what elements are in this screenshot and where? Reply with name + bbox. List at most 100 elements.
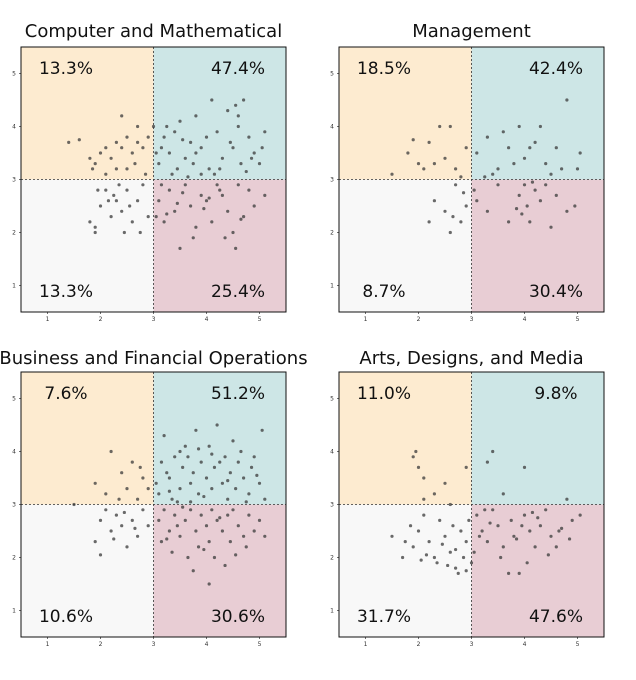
data-point: [456, 571, 460, 576]
data-point: [522, 465, 527, 469]
data-point: [196, 545, 201, 549]
data-point: [533, 188, 537, 192]
data-point: [432, 162, 436, 166]
y-tick-label: 2: [330, 230, 334, 237]
data-point: [228, 471, 232, 475]
data-point: [477, 534, 482, 538]
data-point: [464, 146, 468, 150]
quadrant-percent-bottom-left: 31.7%: [357, 607, 411, 627]
data-point: [199, 146, 203, 150]
data-point: [538, 124, 543, 129]
data-point: [215, 423, 219, 427]
quadrant-bottom-right: [471, 179, 604, 312]
data-point: [252, 529, 256, 533]
data-point: [181, 465, 185, 469]
data-point: [122, 510, 126, 515]
data-point: [226, 479, 230, 483]
data-point: [491, 172, 495, 176]
data-point: [226, 497, 230, 501]
data-point: [242, 534, 246, 538]
data-point: [252, 204, 256, 208]
data-point: [485, 209, 489, 213]
data-point: [186, 455, 190, 459]
data-point: [207, 196, 211, 200]
data-point: [183, 156, 187, 160]
data-point: [244, 545, 248, 549]
data-point: [157, 518, 161, 523]
data-point: [191, 471, 195, 475]
data-point: [554, 146, 558, 150]
data-point: [538, 199, 543, 203]
quadrant-percent-bottom-right: 30.6%: [211, 607, 265, 627]
data-point: [509, 518, 513, 523]
data-point: [247, 513, 251, 517]
data-point: [406, 151, 410, 155]
data-point: [557, 529, 561, 533]
quadrant-bottom-right: [153, 504, 286, 637]
data-point: [162, 220, 166, 224]
data-point: [263, 534, 267, 538]
data-point: [525, 561, 529, 565]
x-tick-label: 5: [258, 641, 262, 648]
data-point: [186, 175, 190, 179]
data-point: [438, 124, 442, 129]
x-tick-label: 3: [470, 641, 474, 648]
y-tick-label: 2: [12, 555, 16, 562]
quadrant-top-right: [153, 372, 286, 505]
quadrant-top-left: [339, 47, 472, 180]
data-point: [109, 215, 113, 219]
quadrant-percent-top-left: 13.3%: [39, 59, 93, 79]
data-point: [507, 220, 511, 224]
x-tick-label: 4: [205, 641, 209, 648]
data-point: [173, 455, 177, 459]
data-point: [228, 140, 232, 144]
data-point: [212, 465, 217, 469]
data-point: [530, 180, 535, 184]
data-point: [183, 518, 187, 523]
data-point: [223, 455, 227, 459]
data-point: [154, 481, 158, 485]
data-point: [549, 172, 553, 176]
data-point: [419, 558, 423, 562]
data-point: [104, 146, 108, 150]
data-point: [448, 502, 452, 507]
data-point: [533, 545, 537, 549]
data-point: [207, 444, 211, 448]
data-point: [546, 553, 550, 557]
data-point: [512, 534, 516, 538]
data-point: [98, 518, 103, 523]
y-tick-label: 4: [330, 449, 334, 456]
data-point: [125, 545, 129, 549]
data-point: [565, 98, 569, 102]
y-tick-label: 5: [12, 396, 16, 403]
quadrant-percent-top-left: 11.0%: [357, 384, 411, 404]
data-point: [167, 188, 171, 192]
data-point: [252, 455, 256, 459]
data-point: [501, 545, 505, 549]
quadrant-percent-bottom-left: 13.3%: [39, 282, 93, 302]
data-point: [173, 513, 177, 517]
data-point: [236, 524, 240, 528]
y-tick-label: 4: [330, 124, 334, 131]
data-point: [125, 167, 129, 171]
data-point: [175, 167, 179, 171]
data-point: [422, 476, 426, 480]
y-tick-label: 2: [330, 555, 334, 562]
data-point: [257, 518, 262, 523]
data-point: [220, 156, 224, 160]
data-point: [93, 230, 97, 235]
data-point: [249, 156, 254, 160]
data-point: [173, 130, 177, 134]
data-point: [435, 561, 439, 565]
chart-title: Business and Financial Operations: [0, 348, 308, 369]
data-point: [260, 146, 264, 150]
data-point: [202, 547, 206, 552]
data-point: [106, 199, 111, 203]
data-point: [167, 151, 171, 155]
data-point: [520, 524, 524, 528]
data-point: [578, 151, 582, 155]
data-point: [125, 487, 129, 491]
data-point: [72, 502, 76, 507]
data-point: [141, 183, 145, 187]
data-point: [138, 465, 142, 469]
